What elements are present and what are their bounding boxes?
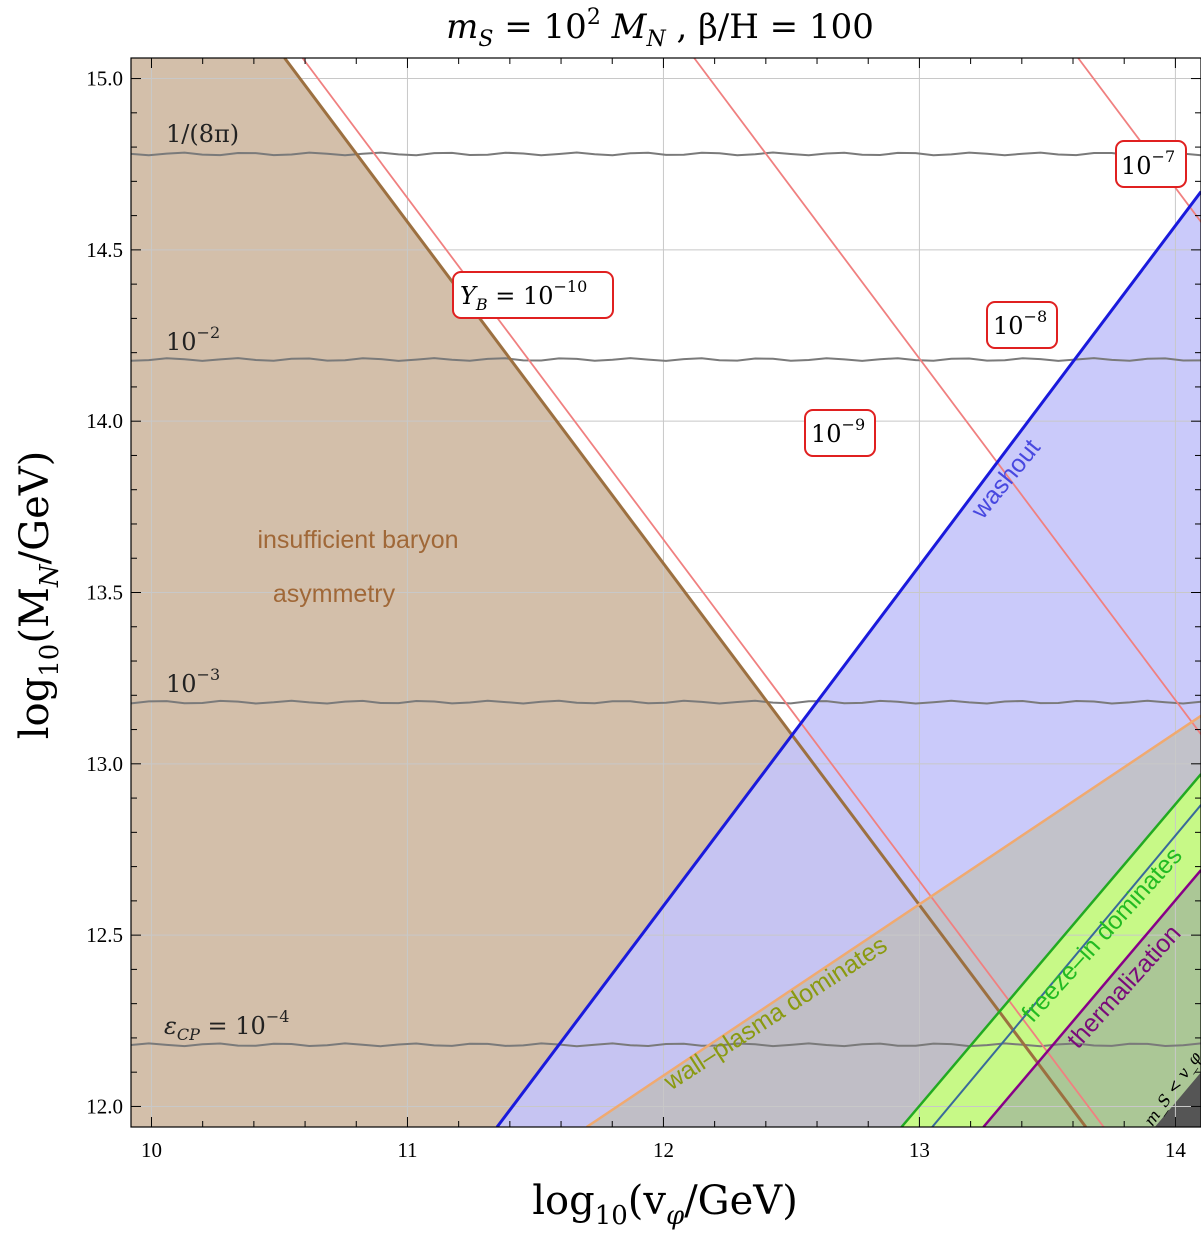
- eps-label-8pi: 1/(8π): [166, 120, 239, 148]
- ticks-layer: [131, 58, 1201, 1127]
- boundary-insufficient: [283, 58, 1088, 1127]
- insufficient-label-line2: asymmetry: [273, 580, 396, 608]
- yb-label-box: [1115, 140, 1187, 188]
- yb-label-text: YB = 10−10: [460, 277, 587, 314]
- yb-label-text: 10−8: [993, 307, 1047, 340]
- y-tick-label-4: 14.0: [86, 409, 123, 433]
- yb-label-box: [452, 271, 614, 319]
- y-tick-label-1: 12.5: [86, 923, 123, 947]
- yb-label-box: [986, 301, 1058, 349]
- x-tick-label-0: 10: [141, 1138, 162, 1162]
- y-tick-label-0: 12.0: [86, 1094, 123, 1118]
- yb-label-box: [804, 409, 876, 457]
- boundary-freeze-in: [900, 773, 1201, 1127]
- yb-label-1e-9: 10−9: [804, 409, 876, 457]
- eps-cp-contour-0: [131, 151, 1201, 157]
- yb-label-1e-7: 10−7: [1115, 140, 1187, 188]
- boundary-wall-plasma: [585, 714, 1201, 1127]
- boundary-washout: [495, 190, 1201, 1127]
- x-axis-title: log10(vφ/GeV): [532, 1178, 798, 1231]
- insufficient-label-line1: insufficient baryon: [257, 526, 458, 554]
- y-tick-label-6: 15.0: [86, 67, 123, 91]
- yb-label-1e-10: YB = 10−10: [452, 271, 614, 319]
- x-tick-label-2: 12: [653, 1138, 674, 1162]
- chart-title: mS = 102 MN , β/H = 100: [446, 5, 874, 52]
- yb-label-1e-8: 10−8: [986, 301, 1058, 349]
- region-ms-lt-v: [1154, 1072, 1201, 1127]
- grid-layer: [131, 58, 1201, 1127]
- y-axis-title: log10(MN/GeV): [12, 451, 65, 739]
- yb-label-text: 10−9: [811, 415, 865, 448]
- x-tick-label-1: 11: [397, 1138, 417, 1162]
- eps-cp-contour-1: [131, 357, 1201, 362]
- yb-contour-0: [301, 58, 1105, 1127]
- boundary-freeze-in-inner: [931, 804, 1201, 1127]
- y-tick-label-2: 13.0: [86, 752, 123, 776]
- eps-label-1e-3: 10−3: [166, 665, 220, 698]
- boundaries-layer: [283, 58, 1201, 1127]
- eps-cp-contour-2: [131, 699, 1201, 705]
- eps-label-1e-2: 10−2: [166, 323, 220, 356]
- yb-contour-1: [693, 58, 1201, 736]
- plot-area: insufficient baryon asymmetry washout wa…: [131, 58, 1201, 1127]
- x-tick-label-4: 14: [1165, 1138, 1187, 1162]
- tick-labels-layer: 10 11 12 13 14 12.0 12.5 13.0 13.5 14.0 14.5 15.0: [86, 67, 1186, 1162]
- x-tick-label-3: 13: [909, 1138, 930, 1162]
- y-tick-label-3: 13.5: [86, 581, 123, 605]
- eps-label-1e-4: εCP = 10−4: [164, 1007, 289, 1044]
- boundary-thermalization: [982, 869, 1201, 1127]
- yb-label-text: 10−7: [1121, 147, 1175, 180]
- y-tick-label-5: 14.5: [86, 238, 123, 262]
